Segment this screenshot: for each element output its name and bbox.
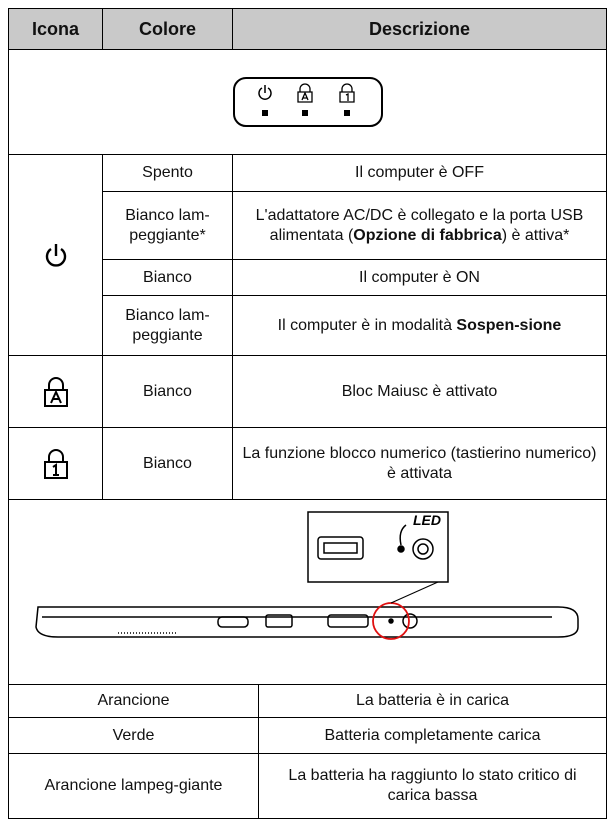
caps-icon-cell — [8, 355, 103, 428]
color-cell: Bianco lam-peggiante* — [102, 191, 233, 260]
description-text: ) è attiva* — [501, 226, 570, 244]
description-text: Il computer è OFF — [355, 164, 484, 181]
battery-color-cell: Arancione — [8, 684, 259, 718]
description-cell: Il computer è in modalità Sospen-sione — [231, 295, 608, 356]
battery-color-cell: Verde — [8, 717, 259, 754]
description-cell: Bloc Maiusc è attivato — [231, 355, 608, 428]
color-cell: Spento — [102, 154, 233, 192]
color-cell: Bianco — [102, 259, 233, 296]
battery-color-cell: Arancione lampeg-giante — [8, 753, 259, 819]
description-text: L'adattatore AC/DC è collegato e la port… — [255, 206, 584, 244]
description-cell: Il computer è ON — [231, 259, 608, 296]
battery-description-cell: La batteria ha raggiunto lo stato critic… — [257, 753, 608, 819]
description-bold: Opzione di fabbrica — [353, 226, 502, 244]
battery-description-cell: Batteria completamente carica — [257, 717, 608, 754]
description-bold: Sospen-sione — [456, 316, 562, 334]
description-text: Il computer è in modalità — [277, 316, 457, 334]
laptop-side-illustration: LED — [34, 511, 579, 640]
header-cell: Colore — [102, 8, 233, 50]
power-icon-cell — [8, 154, 103, 356]
description-cell: La funzione blocco numerico (tastierino … — [231, 427, 608, 500]
description-cell: L'adattatore AC/DC è collegato e la port… — [231, 191, 608, 260]
power-icon — [45, 244, 66, 267]
color-cell: Bianco — [102, 427, 233, 500]
color-cell: Bianco lam-peggiante — [102, 295, 233, 356]
color-cell: Bianco — [102, 355, 233, 428]
description-cell: Il computer è OFF — [231, 154, 608, 192]
led-panel — [232, 77, 383, 127]
description-text: Il computer è ON — [359, 268, 480, 286]
num-lock-icon — [43, 448, 68, 479]
led-panel-cell — [7, 49, 608, 155]
battery-description-cell: La batteria è in carica — [257, 684, 608, 718]
header-cell: Descrizione — [231, 8, 608, 50]
led-table: Icona Colore Descrizione Spento Il compu… — [7, 8, 608, 819]
laptop-cell: LED — [7, 499, 608, 685]
header-cell: Icona — [8, 8, 103, 50]
led-label: LED — [413, 512, 441, 528]
caps-lock-icon — [43, 376, 68, 407]
num-icon-cell — [8, 427, 103, 500]
